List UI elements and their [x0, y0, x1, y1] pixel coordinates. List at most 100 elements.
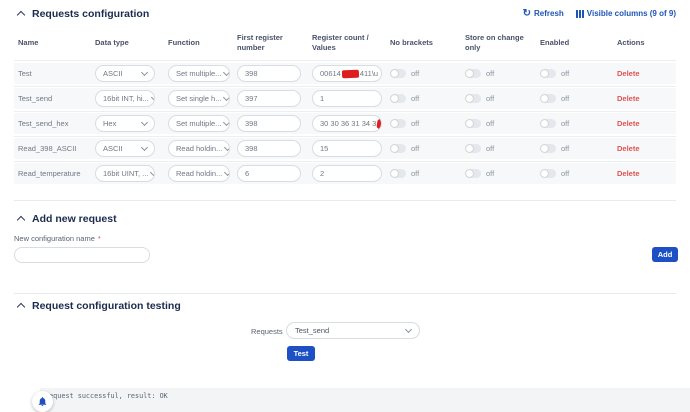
register-values-input[interactable]: 30 30 36 31 34 3	[312, 115, 382, 132]
toggle-knob	[541, 70, 548, 77]
console-output: Request successful, result: OK	[40, 388, 690, 412]
requests-configuration-header[interactable]: Requests configuration	[18, 8, 149, 20]
chevron-down-icon	[223, 69, 230, 76]
refresh-icon: ↻	[523, 10, 531, 18]
delete-button[interactable]: Delete	[617, 69, 640, 78]
test-button[interactable]: Test	[287, 346, 315, 361]
chevron-down-icon	[141, 69, 148, 76]
visible-columns-button[interactable]: Visible columns (9 of 9)	[576, 9, 676, 18]
table-controls: ↻ Refresh Visible columns (9 of 9)	[523, 9, 676, 18]
row-separator	[14, 60, 676, 61]
first-register-input[interactable]: 398	[237, 65, 301, 82]
delete-button[interactable]: Delete	[617, 119, 640, 128]
toggle-knob	[466, 70, 473, 77]
chevron-down-icon	[224, 169, 230, 176]
enabled-toggle[interactable]	[540, 69, 556, 78]
chevron-down-icon	[141, 119, 148, 126]
column-header-store-on-change: Store on change only	[461, 33, 536, 53]
store-on-change-toggle[interactable]	[465, 69, 481, 78]
enabled-toggle[interactable]	[540, 169, 556, 178]
register-values-input[interactable]: 00614411\u	[312, 65, 382, 82]
delete-button[interactable]: Delete	[617, 169, 640, 178]
register-values-input[interactable]: 15	[312, 140, 382, 157]
request-configuration-testing-header[interactable]: Request configuration testing	[18, 300, 181, 312]
chevron-down-icon	[224, 144, 230, 151]
function-select[interactable]: Read holdin...	[168, 165, 230, 182]
columns-icon	[576, 10, 584, 18]
column-header-no-brackets: No brackets	[386, 38, 461, 48]
store-on-change-toggle[interactable]	[465, 119, 481, 128]
collapse-caret-icon	[17, 303, 25, 311]
redaction-mark	[342, 69, 359, 78]
no-brackets-toggle[interactable]	[390, 119, 406, 128]
chevron-down-icon	[150, 169, 155, 176]
add-button[interactable]: Add	[652, 247, 678, 262]
toggle-knob	[466, 120, 473, 127]
section-divider	[14, 200, 676, 201]
table-row: Test_send 16bit INT, hi... Set single h.…	[14, 88, 676, 109]
toggle-knob	[466, 170, 473, 177]
store-on-change-toggle[interactable]	[465, 169, 481, 178]
request-name: Test	[14, 69, 91, 78]
toggle-knob	[391, 170, 398, 177]
row-separator	[14, 161, 676, 162]
section-title: Requests configuration	[32, 8, 149, 20]
refresh-button[interactable]: ↻ Refresh	[523, 9, 564, 18]
toggle-knob	[541, 145, 548, 152]
enabled-toggle[interactable]	[540, 119, 556, 128]
no-brackets-toggle[interactable]	[390, 169, 406, 178]
section-title: Add new request	[32, 213, 117, 225]
new-configuration-name-label: New configuration name *	[14, 234, 101, 243]
data-type-select[interactable]: ASCII	[95, 65, 155, 82]
data-type-select[interactable]: Hex	[95, 115, 155, 132]
add-new-request-header[interactable]: Add new request	[18, 213, 117, 225]
column-header-register-count: Register count / Values	[308, 33, 386, 53]
request-name: Test_send	[14, 94, 91, 103]
data-type-select[interactable]: 16bit INT, hi...	[95, 90, 155, 107]
column-header-actions: Actions	[613, 38, 676, 48]
bell-icon	[37, 396, 48, 407]
store-on-change-toggle[interactable]	[465, 144, 481, 153]
first-register-input[interactable]: 397	[237, 90, 301, 107]
store-on-change-toggle[interactable]	[465, 94, 481, 103]
function-select[interactable]: Set single h...	[168, 90, 230, 107]
no-brackets-toggle[interactable]	[390, 94, 406, 103]
request-name: Read_398_ASCII	[14, 144, 91, 153]
data-type-select[interactable]: 16bit UINT, ...	[95, 165, 155, 182]
first-register-input[interactable]: 398	[237, 140, 301, 157]
function-select[interactable]: Set multiple...	[168, 115, 230, 132]
collapse-caret-icon	[17, 11, 25, 19]
column-header-function: Function	[164, 38, 233, 48]
data-type-select[interactable]: ASCII	[95, 140, 155, 157]
new-configuration-name-input[interactable]	[14, 247, 150, 263]
register-values-input[interactable]: 2	[312, 165, 382, 182]
chevron-down-icon	[141, 144, 148, 151]
first-register-input[interactable]: 398	[237, 115, 301, 132]
enabled-toggle[interactable]	[540, 144, 556, 153]
requests-select[interactable]: Test_send	[286, 322, 420, 339]
toggle-knob	[466, 95, 473, 102]
enabled-toggle[interactable]	[540, 94, 556, 103]
register-values-input[interactable]: 1	[312, 90, 382, 107]
delete-button[interactable]: Delete	[617, 94, 640, 103]
toggle-knob	[391, 95, 398, 102]
table-row: Test ASCII Set multiple... 398 00614411\…	[14, 63, 676, 84]
chevron-down-icon	[151, 94, 155, 101]
no-brackets-toggle[interactable]	[390, 144, 406, 153]
column-header-enabled: Enabled	[536, 38, 613, 48]
notification-bell-button[interactable]	[32, 391, 53, 412]
toggle-knob	[391, 70, 398, 77]
toggle-knob	[466, 145, 473, 152]
function-select[interactable]: Set multiple...	[168, 65, 230, 82]
request-name: Read_temperature	[14, 169, 91, 178]
column-header-data-type: Data type	[91, 38, 164, 48]
no-brackets-toggle[interactable]	[390, 69, 406, 78]
row-separator	[14, 111, 676, 112]
request-name: Test_send_hex	[14, 119, 91, 128]
table-row: Test_send_hex Hex Set multiple... 398 30…	[14, 113, 676, 134]
delete-button[interactable]: Delete	[617, 144, 640, 153]
column-header-name: Name	[14, 38, 91, 48]
function-select[interactable]: Read holdin...	[168, 140, 230, 157]
toggle-knob	[541, 120, 548, 127]
first-register-input[interactable]: 6	[237, 165, 301, 182]
